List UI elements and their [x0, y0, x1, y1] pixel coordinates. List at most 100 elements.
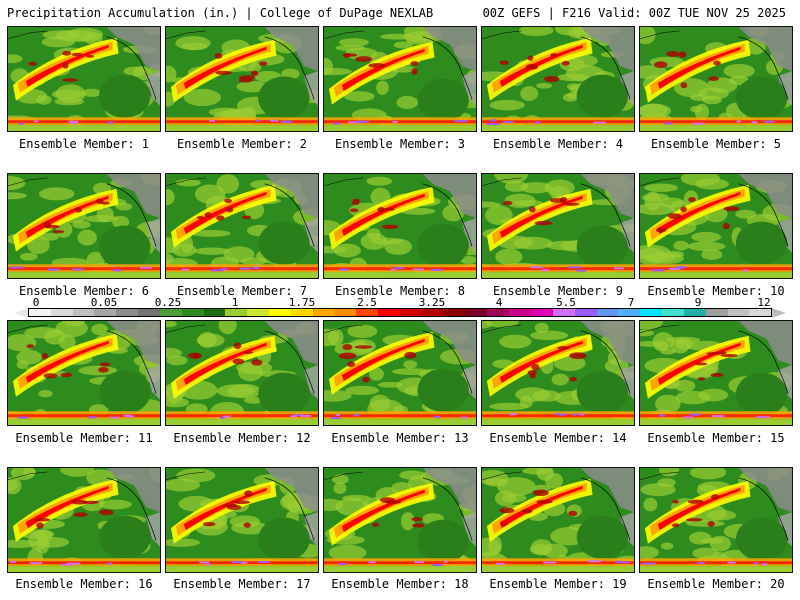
- colorbar-tick: 0.25: [154, 296, 182, 309]
- panel-caption: Ensemble Member: 17: [173, 577, 311, 591]
- colorbar-segment: [596, 309, 619, 316]
- panel-caption: Ensemble Member: 3: [334, 137, 466, 151]
- precipitation-map: [8, 174, 160, 278]
- colorbar-segment: [94, 309, 117, 316]
- map-panel-member-15: [639, 320, 793, 426]
- colorbar-tick: 1: [231, 296, 239, 309]
- colorbar-segment: [574, 309, 597, 316]
- map-panel-member-7: [165, 173, 319, 279]
- precipitation-map: [482, 27, 634, 131]
- precipitation-map: [8, 321, 160, 425]
- map-panel-member-18: [323, 467, 477, 573]
- panel-caption: Ensemble Member: 7: [176, 284, 308, 298]
- map-panel-member-6: [7, 173, 161, 279]
- precipitation-map: [166, 27, 318, 131]
- precipitation-map: [166, 468, 318, 572]
- precipitation-map: [640, 27, 792, 131]
- precipitation-map: [640, 174, 792, 278]
- panel-caption: Ensemble Member: 12: [173, 431, 311, 445]
- colorbar-segment: [618, 309, 641, 316]
- colorbar-segment: [72, 309, 95, 316]
- panel-caption: Ensemble Member: 1: [18, 137, 150, 151]
- colorbar-segment: [509, 309, 532, 316]
- colorbar-tick: 2.5: [357, 296, 377, 309]
- panel-caption: Ensemble Member: 5: [650, 137, 782, 151]
- precipitation-map: [324, 174, 476, 278]
- precipitation-map: [640, 321, 792, 425]
- map-panel-member-9: [481, 173, 635, 279]
- panel-caption: Ensemble Member: 20: [647, 577, 785, 591]
- colorbar-segment: [29, 309, 51, 316]
- colorbar-segment: [356, 309, 379, 316]
- colorbar-segment: [312, 309, 335, 316]
- colorbar-segment: [662, 309, 684, 316]
- colorbar-segment: [552, 309, 575, 316]
- colorbar-segment: [290, 309, 313, 316]
- colorbar-segment: [531, 309, 553, 316]
- panel-caption: Ensemble Member: 10: [647, 284, 785, 298]
- panel-caption: Ensemble Member: 19: [489, 577, 627, 591]
- colorbar-tick: 5.5: [556, 296, 576, 309]
- colorbar-segment: [181, 309, 204, 316]
- panel-caption: Ensemble Member: 8: [334, 284, 466, 298]
- colorbar-tick: 7: [627, 296, 635, 309]
- panel-caption: Ensemble Member: 6: [18, 284, 150, 298]
- map-panel-member-4: [481, 26, 635, 132]
- map-panel-member-1: [7, 26, 161, 132]
- map-panel-member-3: [323, 26, 477, 132]
- colorbar-segment: [378, 309, 401, 316]
- panel-caption: Ensemble Member: 18: [331, 577, 469, 591]
- panel-caption: Ensemble Member: 4: [492, 137, 624, 151]
- precipitation-map: [8, 27, 160, 131]
- colorbar-tick: 4: [495, 296, 503, 309]
- map-panel-member-14: [481, 320, 635, 426]
- colorbar-segment: [247, 309, 270, 316]
- colorbar-segment: [727, 309, 750, 316]
- precipitation-map: [8, 468, 160, 572]
- map-panel-member-5: [639, 26, 793, 132]
- colorbar-segment: [443, 309, 466, 316]
- colorbar-segment: [487, 309, 510, 316]
- colorbar-segment: [50, 309, 73, 316]
- precipitation-map: [324, 468, 476, 572]
- colorbar-tick: 1.75: [288, 296, 316, 309]
- colorbar-segment: [683, 309, 706, 316]
- panel-caption: Ensemble Member: 15: [647, 431, 785, 445]
- precipitation-map: [324, 27, 476, 131]
- map-panel-member-16: [7, 467, 161, 573]
- colorbar-segment: [421, 309, 444, 316]
- map-panel-member-13: [323, 320, 477, 426]
- colorbar-tick: 9: [694, 296, 702, 309]
- colorbar-tick: 12: [757, 296, 771, 309]
- colorbar-max-arrow: [772, 308, 786, 318]
- map-title: Precipitation Accumulation (in.) | Colle…: [7, 6, 434, 20]
- colorbar-tick: 0.05: [90, 296, 118, 309]
- colorbar: [28, 308, 772, 317]
- colorbar-segment: [334, 309, 357, 316]
- colorbar-min-arrow: [14, 308, 28, 318]
- colorbar-segment: [225, 309, 248, 316]
- colorbar-segment: [465, 309, 488, 316]
- colorbar-tick: 3.25: [418, 296, 446, 309]
- map-panel-member-8: [323, 173, 477, 279]
- colorbar-segment: [400, 309, 422, 316]
- colorbar-segment: [749, 309, 772, 316]
- precipitation-map: [166, 321, 318, 425]
- map-panel-member-17: [165, 467, 319, 573]
- colorbar-segment: [116, 309, 139, 316]
- map-panel-member-11: [7, 320, 161, 426]
- precipitation-map: [482, 174, 634, 278]
- colorbar-tick: 0: [32, 296, 40, 309]
- precipitation-map: [166, 174, 318, 278]
- panel-caption: Ensemble Member: 9: [492, 284, 624, 298]
- colorbar-segment: [203, 309, 226, 316]
- run-valid-time: 00Z GEFS | F216 Valid: 00Z TUE NOV 25 20…: [482, 6, 786, 20]
- precipitation-map: [482, 468, 634, 572]
- colorbar-segment: [159, 309, 182, 316]
- colorbar-segment: [269, 309, 291, 316]
- panel-caption: Ensemble Member: 16: [15, 577, 153, 591]
- panel-caption: Ensemble Member: 13: [331, 431, 469, 445]
- panel-caption: Ensemble Member: 11: [15, 431, 153, 445]
- precipitation-map: [640, 468, 792, 572]
- panel-caption: Ensemble Member: 2: [176, 137, 308, 151]
